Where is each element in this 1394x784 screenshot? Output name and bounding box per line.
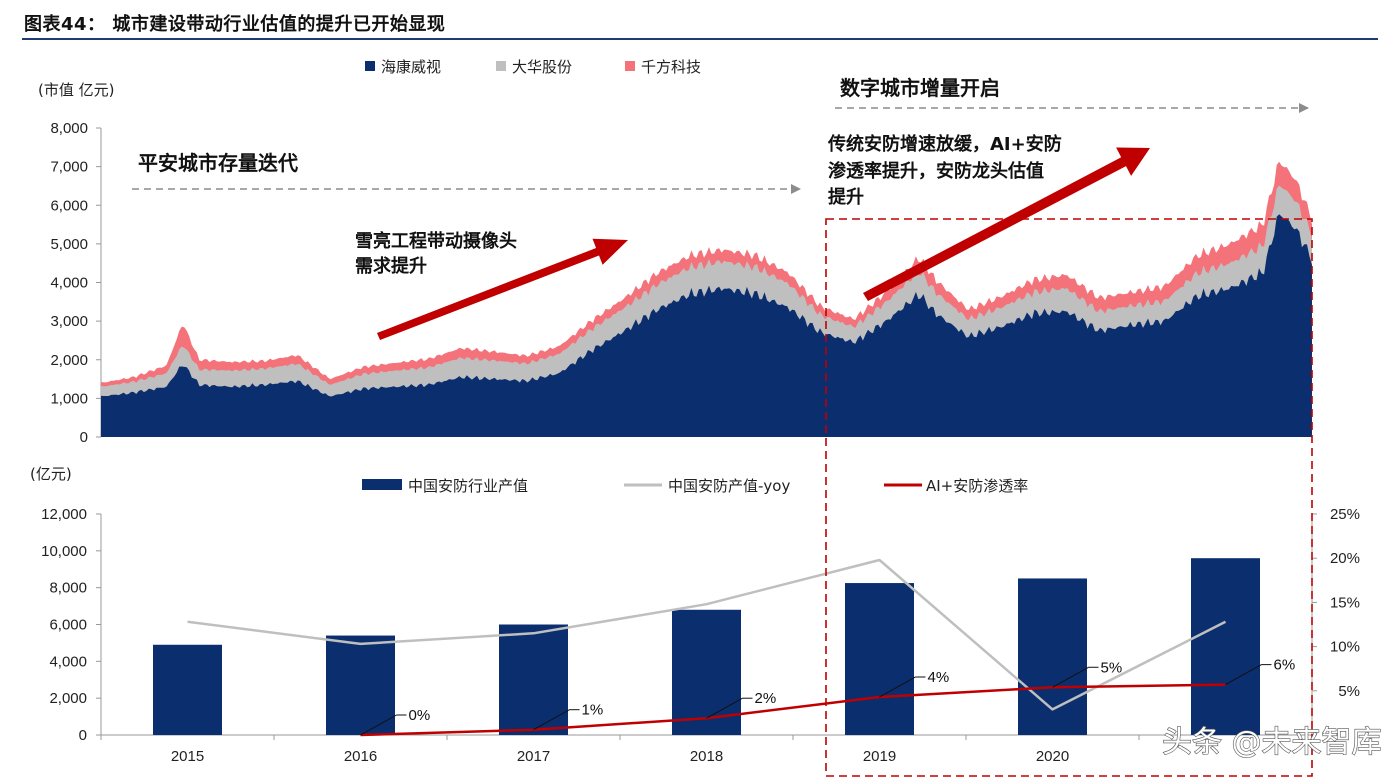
bottom-x-tick-label: 2020 <box>1036 748 1069 765</box>
stock-phase-label: 平安城市存量迭代 <box>138 151 298 175</box>
bottom-data-labels: 0% 1% 2% 4% 5% 6% <box>360 657 1296 736</box>
ai-label-leader <box>706 697 743 719</box>
bottom-x-tick-label: 2017 <box>517 748 550 765</box>
top-y-tick-label: 7,000 <box>50 159 88 176</box>
ai-annotation-line3: 提升 <box>828 186 864 208</box>
legend-swatch-output <box>362 479 402 490</box>
legend-label-qianfang: 千方科技 <box>641 58 701 76</box>
ai-annotation-line2: 渗透率提升，安防龙头估值 <box>828 160 1044 182</box>
ai-data-label: 1% <box>582 702 604 719</box>
bottom-y-tick-label: 12,000 <box>41 506 87 523</box>
ai-annotation-line1: 传统安防增速放缓，AI+安防 <box>827 133 1062 155</box>
legend-label-dahua: 大华股份 <box>512 58 572 76</box>
top-y-tick-label: 6,000 <box>50 197 88 214</box>
bottom-y2-tick-label: 5% <box>1338 683 1360 700</box>
ai-data-label: 5% <box>1101 659 1123 676</box>
top-y-tick-label: 4,000 <box>50 275 88 292</box>
bar-output-2017 <box>499 624 568 735</box>
bottom-y2-tick-label: 25% <box>1330 506 1360 523</box>
watermark-text: 头条 @未来智库 <box>1162 725 1382 760</box>
bottom-y-tick-label: 0 <box>79 727 87 744</box>
top-y-tick-label: 3,000 <box>50 313 88 330</box>
legend-label-yoy: 中国安防产值-yoy <box>668 477 790 495</box>
bottom-x-tick-label: 2019 <box>863 748 896 765</box>
bottom-y2-tick-label: 15% <box>1330 594 1360 611</box>
highlight-box-2019-2021 <box>825 218 1313 777</box>
legend-swatch-hikvision <box>365 61 375 71</box>
top-y-tick-label: 0 <box>80 429 88 446</box>
ai-label-leader <box>1225 664 1262 686</box>
bottom-ylabel: (亿元) <box>30 465 72 483</box>
bar-output-2020 <box>1018 578 1087 735</box>
legend-label-hikvision: 海康威视 <box>381 58 441 76</box>
top-y-axis-ticks: 0 1,000 2,000 3,000 4,000 5,000 6,000 7,000 8,00… <box>50 120 102 446</box>
bottom-axes: 0 2,000 4,000 6,000 8,000 10,000 12,000 5% 10% 15… <box>41 506 1360 765</box>
increment-phase-label: 数字城市增量开启 <box>840 76 1000 100</box>
bottom-lines <box>187 558 1227 737</box>
bottom-y-tick-label: 6,000 <box>49 617 87 634</box>
bottom-bars <box>153 558 1260 735</box>
top-legend: 海康威视 大华股份 千方科技 <box>365 58 701 76</box>
top-stacked-areas <box>101 161 1312 437</box>
ai-label-leader <box>879 676 916 698</box>
bottom-y2-tick-label: 20% <box>1330 550 1360 567</box>
legend-label-output: 中国安防行业产值 <box>408 477 528 495</box>
xueliang-annotation-line2: 需求提升 <box>355 255 427 277</box>
line-yoy <box>187 558 1227 711</box>
bar-output-2021 <box>1191 558 1260 735</box>
ai-label-leader <box>360 714 397 736</box>
trend-arrow-2017 <box>377 238 628 340</box>
bottom-x-tick-label: 2016 <box>344 748 377 765</box>
bottom-y-tick-label: 4,000 <box>49 653 87 670</box>
figure-title: 图表44： 城市建设带动行业估值的提升已开始显现 <box>24 14 446 35</box>
top-ylabel: (市值 亿元) <box>38 81 114 99</box>
legend-swatch-dahua <box>496 61 506 71</box>
bottom-y-tick-label: 10,000 <box>41 543 87 560</box>
area-海康威视 <box>101 214 1312 437</box>
line-ai-penetration <box>360 683 1226 737</box>
xueliang-annotation-line1: 雪亮工程带动摄像头 <box>355 230 517 252</box>
ai-data-label: 6% <box>1274 657 1296 674</box>
top-y-tick-label: 5,000 <box>50 236 88 253</box>
bar-output-2015 <box>153 644 222 735</box>
trend-arrow-2019 <box>863 147 1150 301</box>
ai-data-label: 4% <box>928 669 950 686</box>
top-y-tick-label: 1,000 <box>50 390 88 407</box>
bottom-legend: 中国安防行业产值 中国安防产值-yoy AI+安防渗透率 <box>362 477 1028 495</box>
top-y-tick-label: 8,000 <box>50 120 88 137</box>
bar-output-2016 <box>326 635 395 735</box>
top-y-tick-label: 2,000 <box>50 352 88 369</box>
bottom-x-tick-label: 2018 <box>690 748 723 765</box>
bottom-y2-tick-label: 10% <box>1330 639 1360 656</box>
bottom-y-tick-label: 8,000 <box>49 580 87 597</box>
ai-data-label: 2% <box>755 690 777 707</box>
legend-label-ai: AI+安防渗透率 <box>926 477 1028 495</box>
ai-data-label: 0% <box>409 707 431 724</box>
bar-output-2019 <box>845 583 914 735</box>
bottom-y-tick-label: 2,000 <box>49 690 87 707</box>
bottom-x-tick-label: 2015 <box>171 748 204 765</box>
ai-label-leader <box>533 709 570 731</box>
title-rule <box>22 38 1378 40</box>
ai-label-leader <box>1052 666 1089 688</box>
legend-swatch-qianfang <box>625 61 635 71</box>
